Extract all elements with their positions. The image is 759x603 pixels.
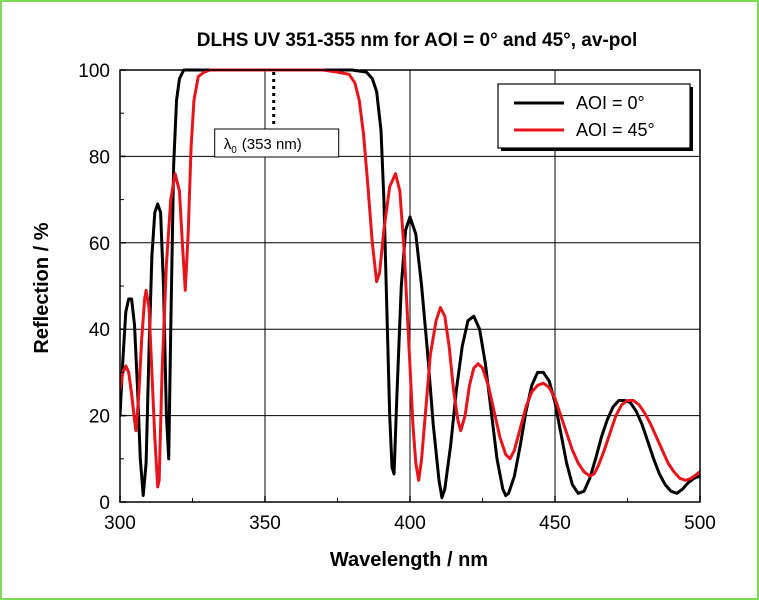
x-tick-label: 500 [684, 513, 716, 534]
y-axis-label: Reflection / % [31, 222, 53, 353]
y-tick-label: 100 [78, 61, 110, 82]
annotation-layer: λ0 (353 nm) [214, 72, 340, 158]
x-tick-label: 350 [249, 513, 281, 534]
y-tick-label: 40 [89, 320, 110, 341]
series-aoi-45-line [120, 68, 700, 489]
tick-labels: 300 350 400 450 500 0 20 40 60 80 100 [78, 61, 716, 534]
lambda0-label-box [214, 128, 340, 158]
y-tick-label: 80 [89, 147, 110, 168]
legend: AOI = 0° AOI = 45° [497, 83, 693, 151]
x-axis-label: Wavelength / nm [330, 549, 488, 571]
lambda0-symbol: λ [224, 136, 232, 153]
y-tick-label: 0 [99, 493, 110, 514]
x-tick-label: 450 [539, 513, 571, 534]
x-tick-label: 400 [394, 513, 426, 534]
chart-title: DLHS UV 351-355 nm for AOI = 0° and 45°,… [197, 30, 638, 51]
y-tick-label: 20 [89, 407, 110, 428]
series-aoi-0-line [120, 68, 700, 500]
lambda0-subscript: 0 [231, 145, 237, 156]
lambda0-value: (353 nm) [242, 136, 302, 153]
legend-box [497, 83, 691, 149]
legend-item-aoi-45-label: AOI = 45° [576, 120, 655, 140]
x-tick-label: 300 [104, 513, 136, 534]
series-layer [120, 68, 700, 500]
y-tick-label: 60 [89, 234, 110, 255]
lambda0-label: λ0 (353 nm) [224, 136, 302, 156]
legend-item-aoi-0-label: AOI = 0° [576, 93, 645, 113]
